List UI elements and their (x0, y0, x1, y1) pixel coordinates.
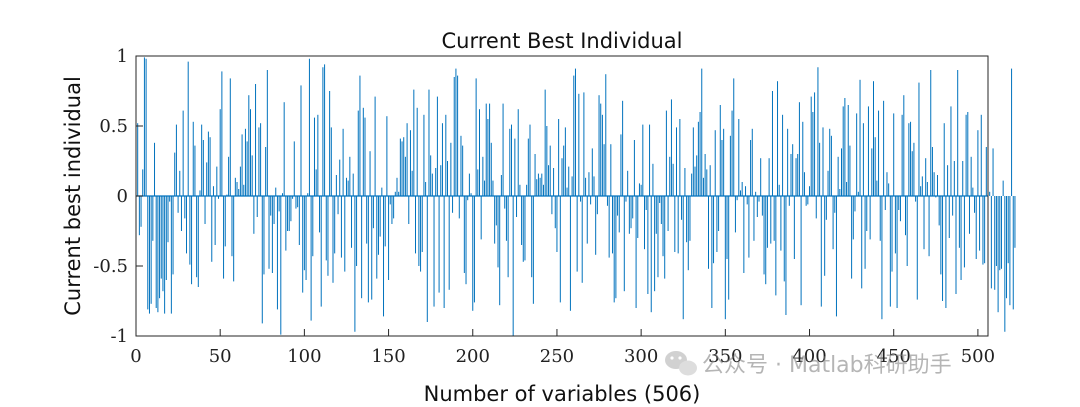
chart-title: Current Best Individual (442, 29, 683, 53)
x-tick-label: 50 (209, 346, 232, 367)
y-tick-label: 0.5 (99, 116, 128, 137)
y-tick-label: -0.5 (93, 256, 128, 277)
x-tick-label: 350 (708, 346, 742, 367)
y-tick-label: -1 (110, 326, 128, 347)
bar-series (137, 57, 1016, 336)
x-tick-label: 500 (961, 346, 995, 367)
x-tick-label: 400 (792, 346, 826, 367)
y-tick-label: 1 (117, 46, 128, 67)
x-tick-label: 0 (130, 346, 141, 367)
x-axis-label: Number of variables (506) (424, 382, 701, 406)
x-tick-label: 250 (540, 346, 574, 367)
wechat-icon (665, 351, 697, 376)
watermark-text: 公众号 · Matlab科研助手 (702, 353, 952, 378)
y-axis: 1 0.5 0 -0.5 -1 (93, 46, 143, 347)
x-axis: 0 50 100 150 200 250 300 350 400 450 500 (130, 329, 995, 367)
x-tick-label: 150 (371, 346, 405, 367)
y-axis-label: Current best individual (61, 76, 85, 316)
x-tick-label: 200 (456, 346, 490, 367)
x-tick-label: 300 (624, 346, 658, 367)
watermark: 公众号 · Matlab科研助手 (665, 351, 952, 378)
x-tick-label: 100 (287, 346, 321, 367)
x-tick-label: 450 (877, 346, 911, 367)
y-tick-label: 0 (117, 186, 128, 207)
